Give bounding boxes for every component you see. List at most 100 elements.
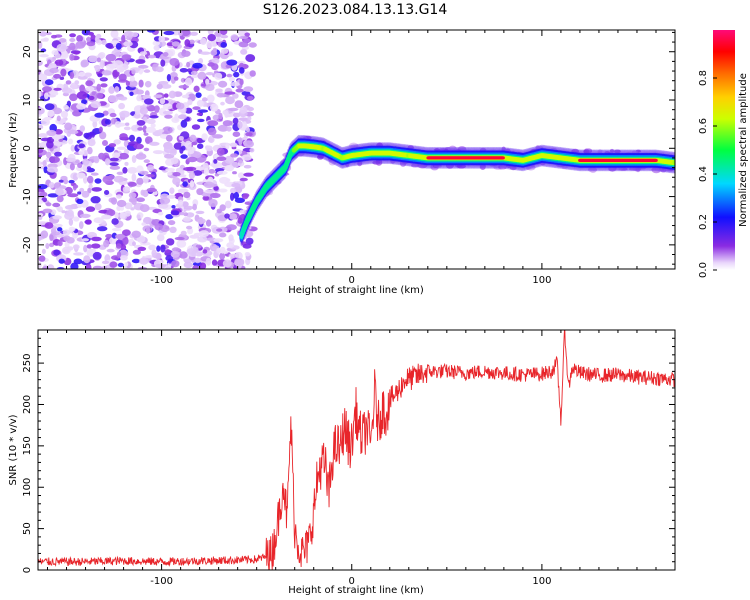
snr-ylabel: SNR (10 * v/v)	[8, 414, 19, 485]
heatmap-noise-cell	[39, 54, 49, 58]
heatmap-ytick-label: 10	[22, 94, 33, 107]
heatmap-noise-cell	[211, 57, 220, 65]
heatmap-noise-cell	[111, 227, 122, 232]
heatmap-noise-cell	[49, 242, 55, 248]
heatmap-noise-cell	[132, 241, 136, 246]
heatmap-noise-cell	[107, 61, 112, 65]
heatmap-noise-cell	[144, 98, 154, 105]
heatmap-noise-cell	[183, 167, 194, 171]
heatmap-noise-cell	[119, 110, 130, 118]
heatmap-noise-cell	[224, 155, 235, 164]
heatmap-noise-cell	[91, 187, 102, 192]
heatmap-noise-cell	[232, 93, 239, 99]
heatmap-ytick-label: 20	[22, 45, 33, 58]
heatmap-noise-cell	[99, 131, 107, 140]
heatmap-noise-cell	[54, 59, 64, 66]
heatmap-noise-cell	[184, 39, 191, 47]
heatmap-noise-cell	[131, 155, 137, 163]
heatmap-noise-cell	[79, 221, 84, 230]
heatmap-noise-cell	[106, 209, 116, 217]
heatmap-noise-cell	[143, 216, 152, 225]
heatmap-noise-cell	[208, 135, 215, 144]
heatmap-noise-cell	[249, 70, 256, 77]
heatmap-noise-cell	[230, 81, 240, 87]
heatmap-noise-cell	[237, 121, 243, 129]
heatmap-noise-cell	[154, 263, 166, 269]
heatmap-halo-cell	[651, 166, 662, 174]
heatmap-noise-cell	[138, 79, 144, 88]
heatmap-noise-cell	[239, 78, 244, 86]
heatmap-noise-cell	[243, 38, 251, 43]
heatmap-noise-cell	[38, 255, 46, 262]
heatmap-noise-cell	[128, 192, 137, 199]
heatmap-noise-cell	[238, 41, 249, 48]
heatmap-noise-cell	[173, 142, 184, 150]
heatmap-noise-cell	[247, 116, 252, 121]
heatmap-noise-cell	[38, 199, 44, 204]
heatmap-noise-cell	[158, 55, 170, 60]
heatmap-noise-cell	[69, 42, 76, 51]
heatmap-noise-cell	[144, 80, 152, 88]
heatmap-noise-cell	[86, 175, 94, 184]
heatmap-noise-cell	[169, 58, 180, 66]
heatmap-noise-cell	[139, 107, 148, 115]
heatmap-noise-cell	[165, 214, 174, 220]
heatmap-noise-cell	[220, 41, 227, 48]
heatmap-noise-cell	[54, 151, 62, 157]
heatmap-noise-cell	[160, 59, 166, 67]
heatmap-noise-cell	[214, 31, 222, 37]
heatmap-noise-cell	[207, 127, 217, 136]
heatmap-noise-cell	[170, 250, 180, 258]
heatmap-noise-cell	[60, 175, 68, 181]
heatmap-noise-cell	[247, 106, 254, 112]
heatmap-noise-cell	[108, 143, 117, 148]
heatmap-noise-cell	[88, 95, 95, 101]
heatmap-noise-cell	[127, 181, 137, 187]
heatmap-noise-cell	[120, 255, 128, 261]
heatmap-noise-cell	[135, 153, 147, 160]
heatmap-noise-cell	[178, 85, 190, 89]
heatmap-noise-cell	[136, 120, 146, 126]
heatmap-noise-cell	[63, 235, 71, 242]
heatmap-noise-cell	[96, 57, 101, 63]
heatmap-noise-cell	[248, 42, 257, 48]
heatmap-noise-cell	[205, 78, 210, 86]
heatmap-noise-cell	[86, 244, 93, 249]
heatmap-noise-cell	[213, 159, 218, 164]
heatmap-noise-cell	[230, 153, 239, 158]
heatmap-noise-cell	[56, 195, 64, 203]
heatmap-noise-cell	[210, 49, 218, 56]
heatmap-noise-cell	[194, 257, 202, 264]
heatmap-noise-cell	[66, 100, 71, 108]
heatmap-noise-cell	[196, 99, 205, 107]
snr-ytick-label: 200	[22, 395, 33, 414]
heatmap-noise-cell	[219, 232, 227, 238]
heatmap-noise-cell	[241, 194, 249, 200]
heatmap-noise-cell	[239, 177, 248, 182]
heatmap-noise-cell	[152, 40, 160, 46]
heatmap-noise-cell	[207, 30, 214, 35]
heatmap-noise-cell	[243, 164, 252, 169]
heatmap-halo-cell	[526, 164, 536, 171]
heatmap-noise-cell	[43, 116, 53, 121]
heatmap-noise-cell	[191, 124, 201, 130]
heatmap-noise-cell	[185, 77, 193, 86]
heatmap-noise-cell	[85, 80, 94, 87]
heatmap-xlabel: Height of straight line (km)	[288, 285, 424, 296]
heatmap-noise-cell	[149, 141, 160, 146]
heatmap-noise-cell	[79, 125, 86, 132]
heatmap-noise-cell	[157, 211, 164, 216]
heatmap-noise-cell	[192, 62, 203, 69]
colorbar-tick-label: 0.8	[698, 70, 709, 86]
heatmap-noise-cell	[156, 234, 165, 242]
heatmap-noise-cell	[180, 30, 191, 37]
heatmap-noise-cell	[127, 32, 133, 38]
heatmap-noise-cell	[158, 203, 169, 209]
heatmap-noise-cell	[73, 50, 80, 55]
heatmap-noise-cell	[224, 91, 236, 95]
heatmap-noise-cell	[52, 202, 61, 208]
heatmap-noise-cell	[225, 96, 235, 105]
heatmap-noise-cell	[59, 76, 65, 81]
heatmap-noise-cell	[124, 161, 129, 166]
